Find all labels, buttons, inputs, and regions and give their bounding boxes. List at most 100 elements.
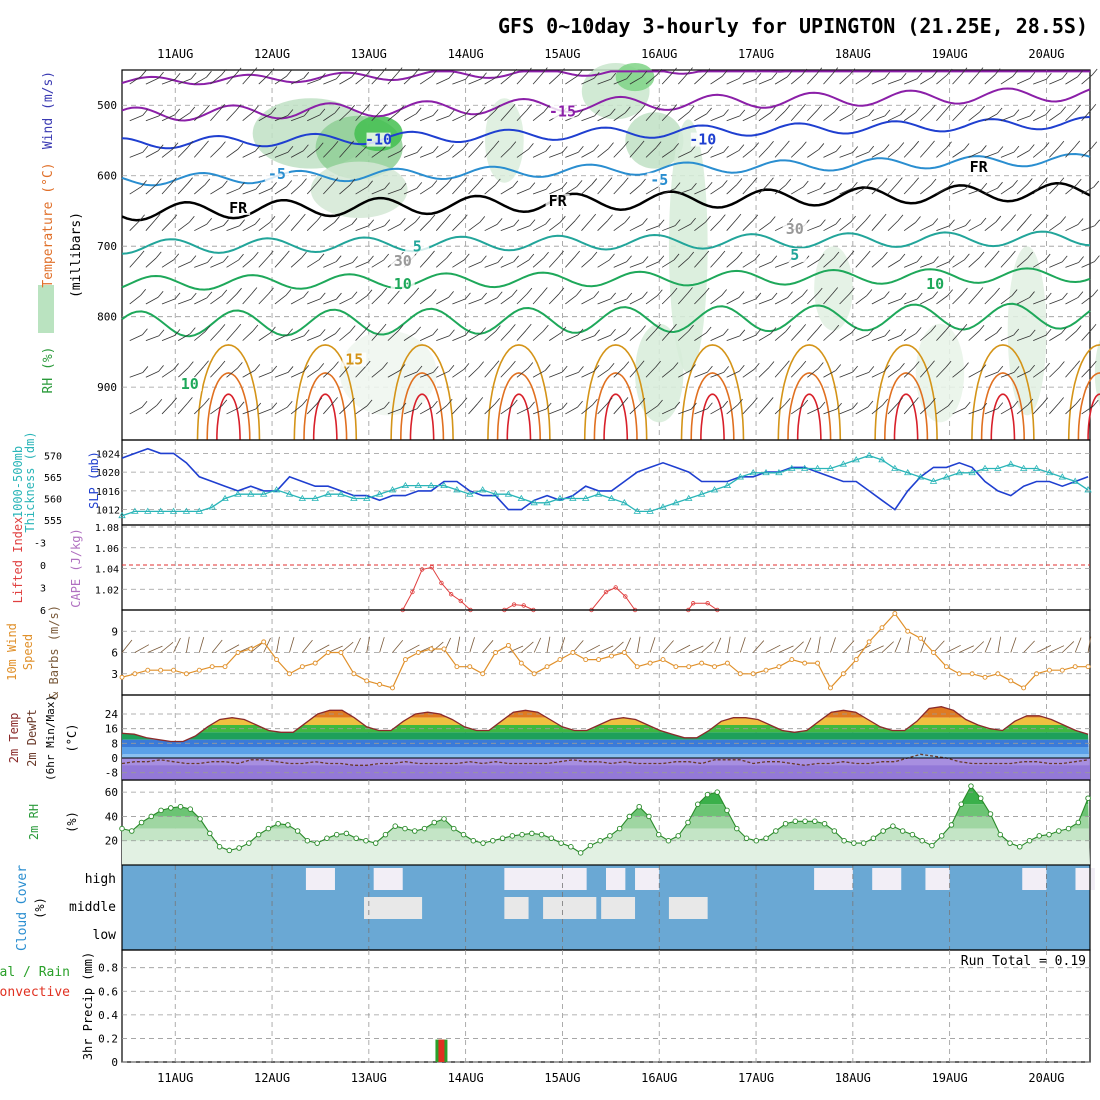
rh-point <box>177 803 184 810</box>
wind-barb <box>210 366 221 378</box>
wind-barb <box>774 76 788 85</box>
wind-barb <box>790 330 801 341</box>
wind-barb-feather <box>301 178 307 185</box>
wind10m-barb <box>623 637 632 653</box>
wind-barb <box>887 368 900 378</box>
wind-barb-feather <box>608 142 614 149</box>
wind-barb <box>339 331 351 341</box>
wind-barb-feather <box>316 177 322 184</box>
thickness-point <box>169 507 178 514</box>
wind-barb <box>613 112 626 122</box>
contour-label-bg <box>226 200 251 215</box>
wind10m-point <box>776 664 782 670</box>
wind-barb <box>823 223 837 232</box>
wind-barb <box>742 114 756 122</box>
wind-barb-feather <box>270 326 276 334</box>
wind10m-point <box>686 664 692 670</box>
wind-barb <box>581 404 593 415</box>
wind-barb <box>193 146 204 158</box>
wind-barb <box>210 147 221 158</box>
wind-barb <box>790 109 801 122</box>
contour-label-bg <box>366 132 391 147</box>
wind-barb <box>419 334 434 341</box>
wind-barb-feather <box>576 70 583 77</box>
wind-barb-feather <box>755 328 762 336</box>
wind-barb-feather <box>916 255 923 263</box>
wind-barb-feather <box>171 397 178 405</box>
wind-barb <box>581 335 595 342</box>
wind-barb-feather <box>900 328 907 336</box>
wind10m-point <box>1072 664 1078 670</box>
wind-barb <box>1081 330 1092 341</box>
wind-barb-feather <box>610 292 616 300</box>
wind-barb-feather <box>671 67 677 75</box>
wind-barb <box>774 297 788 305</box>
wind-barb <box>1065 297 1079 305</box>
wind-barb-feather <box>172 142 179 150</box>
wind-barb-feather <box>770 327 777 334</box>
wind-barb <box>887 78 902 85</box>
wind10m-point <box>287 671 292 677</box>
wind-barb-feather <box>784 398 791 405</box>
wind-barb-feather <box>173 253 180 261</box>
wind-barb-feather <box>994 287 1000 295</box>
wind10m-point <box>918 635 924 641</box>
wind-barb-feather <box>996 326 1002 334</box>
warm-isotherm <box>506 393 532 441</box>
wind-barb-feather <box>558 287 565 295</box>
wind-barb <box>871 335 886 342</box>
wind10m-barb <box>302 639 313 653</box>
wind-barb <box>742 183 753 195</box>
wind-barb-feather <box>286 69 292 77</box>
rh-point <box>168 805 174 811</box>
pressure-tick: 800 <box>97 311 117 324</box>
wind-barb-feather <box>380 67 387 75</box>
wind-barb-feather <box>932 70 938 78</box>
wind-barb-feather <box>513 219 520 226</box>
wind-barb <box>290 257 302 268</box>
rh-point <box>294 828 301 834</box>
wind-barb-feather <box>138 250 145 258</box>
cape-tick: 1.02 <box>95 585 119 596</box>
wind-barb <box>887 334 902 341</box>
wind10m-barb <box>353 637 361 653</box>
wind-barb-feather <box>639 397 646 405</box>
thickness-point <box>749 468 757 476</box>
wind10m-barb <box>881 641 894 653</box>
date-label-top: 16AUG <box>641 47 677 61</box>
chart-title: GFS 0~10day 3-hourly for UPINGTON (21.25… <box>498 14 1088 38</box>
wind-barb-feather <box>221 399 228 407</box>
wind-barb-feather <box>577 328 584 336</box>
wind-barb <box>597 183 608 195</box>
date-label-bottom: 18AUG <box>835 1071 871 1085</box>
wind-barb <box>645 405 658 415</box>
wind-barb-feather <box>190 292 197 300</box>
wind-barb <box>581 77 595 85</box>
wind-barb-feather <box>141 180 147 187</box>
wind-barb-feather <box>158 71 164 79</box>
wind-barb-feather <box>1029 72 1036 79</box>
wind-barb <box>823 111 835 122</box>
wind-barb <box>258 188 272 195</box>
wind-barb <box>807 225 821 232</box>
wind-barb-feather <box>255 402 262 410</box>
wind-barb <box>226 259 239 268</box>
wind-barb-feather <box>252 324 259 332</box>
warm-isotherm <box>303 372 348 441</box>
wind-barb-feather <box>1077 291 1084 298</box>
wind-barb <box>129 115 143 122</box>
wind-barb <box>355 261 369 268</box>
wind-barb <box>936 147 947 158</box>
cloud-gap-middle <box>668 897 708 919</box>
wind-barb <box>677 293 688 305</box>
wind-barb <box>161 114 175 122</box>
wind-barb-feather <box>835 364 842 371</box>
wind-barb <box>758 146 769 158</box>
wind-barb <box>532 293 543 305</box>
wind-barb <box>839 256 850 268</box>
wind-barb-feather <box>1013 145 1020 153</box>
cloud-gap-high <box>1075 868 1095 890</box>
wind-barb-feather <box>478 361 484 368</box>
wind-barb <box>258 408 272 415</box>
